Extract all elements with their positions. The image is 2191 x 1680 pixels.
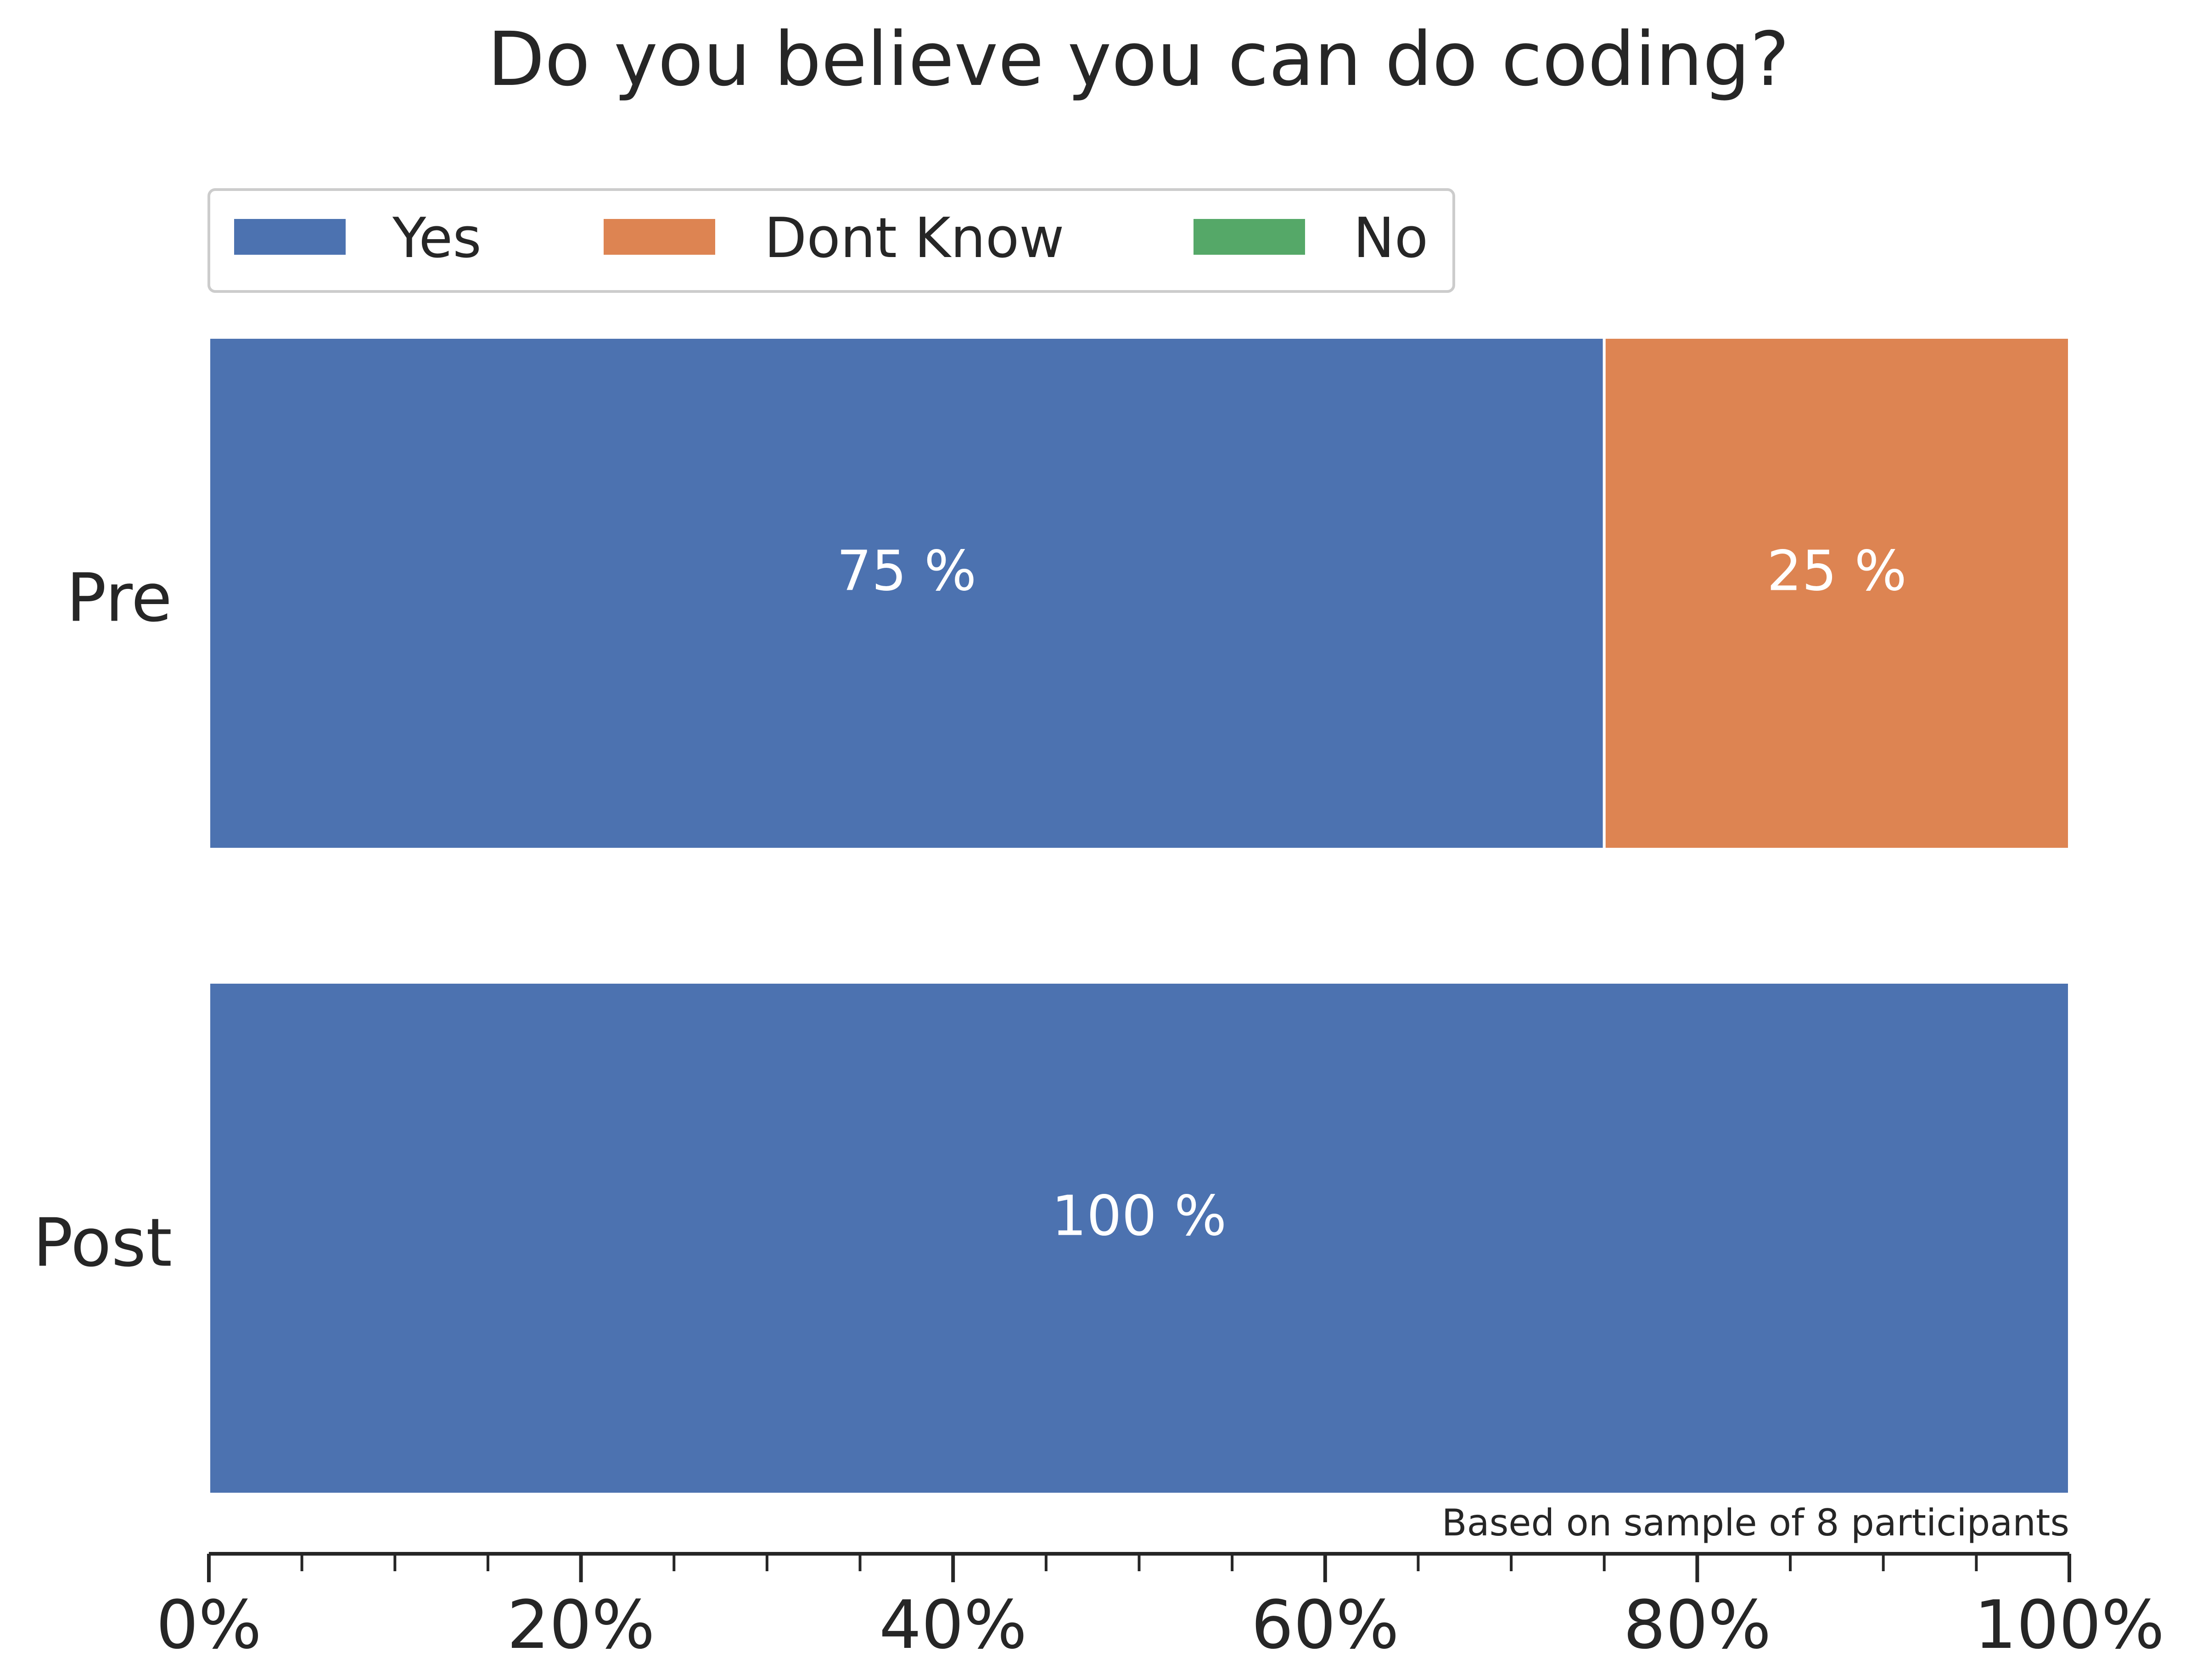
legend-swatch-no xyxy=(1194,219,1305,255)
data-label-pre-yes: 75 % xyxy=(836,540,976,604)
y-tick-label-pre: Pre xyxy=(66,560,172,637)
legend-label-yes: Yes xyxy=(392,207,482,270)
x-tick-label-0: 0% xyxy=(156,1586,262,1664)
x-tick-label-100: 100% xyxy=(1974,1586,2165,1664)
bars xyxy=(207,336,2071,1495)
bar-pre-yes xyxy=(207,336,1606,851)
bar-post-yes xyxy=(207,981,2071,1495)
legend-frame xyxy=(207,188,1455,293)
x-tick-label-20: 20% xyxy=(507,1586,655,1664)
bar-labels: 75 % 25 % 100 % xyxy=(836,540,1906,1249)
x-tick-label-60: 60% xyxy=(1251,1586,1399,1664)
x-axis: 0% 20% 40% 60% 80% 100% xyxy=(156,1552,2165,1664)
legend-label-no: No xyxy=(1353,207,1428,270)
chart-title: Do you believe you can do coding? xyxy=(488,17,1789,103)
x-tick-label-40: 40% xyxy=(879,1586,1027,1664)
legend-swatch-dont-know xyxy=(604,219,715,255)
y-tick-label-post: Post xyxy=(33,1204,172,1282)
bar-pre-dont-know xyxy=(1603,336,2071,851)
legend-swatch-yes xyxy=(234,219,346,255)
sample-note: Based on sample of 8 participants xyxy=(1442,1501,2069,1544)
data-label-pre-dont-know: 25 % xyxy=(1767,540,1907,604)
legend: Yes Dont Know No xyxy=(207,188,1455,293)
y-axis-labels: Pre Post xyxy=(33,560,172,1282)
data-label-post-yes: 100 % xyxy=(1052,1185,1227,1249)
x-tick-label-80: 80% xyxy=(1623,1586,1771,1664)
legend-label-dont-know: Dont Know xyxy=(764,207,1064,270)
